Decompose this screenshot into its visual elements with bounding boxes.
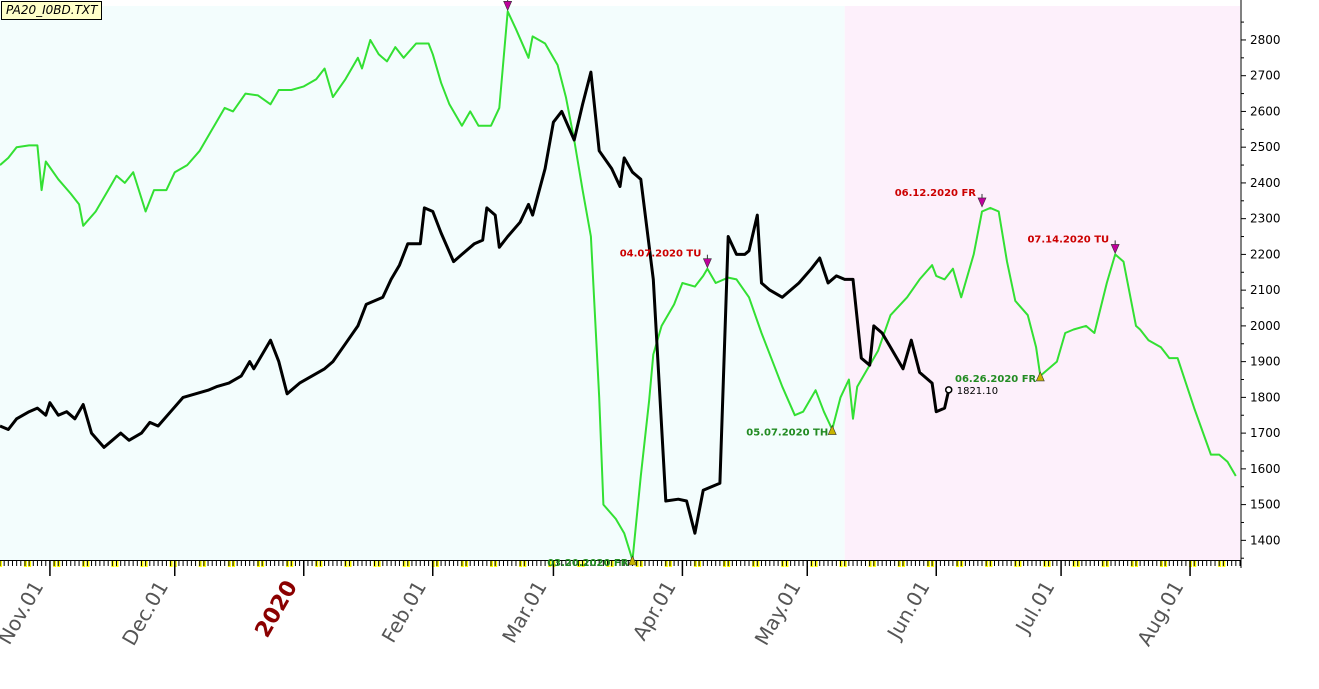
x-tick-label: Apr.01 <box>628 577 681 645</box>
high-label: 07.14.2020 TU <box>1027 234 1109 245</box>
low-marker-icon <box>1035 371 1045 382</box>
y-tick-label: 2100 <box>1250 283 1281 297</box>
high-label: 04.07.2020 TU <box>620 249 702 260</box>
x-tick-label: Aug.01 <box>1132 577 1188 650</box>
x-tick-label: Nov.01 <box>0 577 48 649</box>
y-tick-label: 2700 <box>1250 69 1281 83</box>
annotations-layer: 1821.10 02.19.2020 WD 03.20.2020 FR 04.07.2… <box>416 0 1120 569</box>
region-forecast <box>844 6 1240 560</box>
y-axis: 1400 1500 1600 1700 1800 1900 2000 2100 2200 2300… <box>1240 0 1281 568</box>
y-tick-label: 2000 <box>1250 319 1281 333</box>
y-tick-label: 2400 <box>1250 176 1281 190</box>
y-tick-label: 1400 <box>1250 533 1281 547</box>
last-value-label: 1821.10 <box>957 386 998 397</box>
y-tick-label: 2200 <box>1250 247 1281 261</box>
low-label: 05.07.2020 TH <box>746 428 828 439</box>
x-weekend-tick <box>0 561 2 567</box>
x-tick-label: May.01 <box>750 577 806 650</box>
y-tick-label: 2800 <box>1250 33 1281 47</box>
x-tick-label: 2020 <box>251 577 303 643</box>
x-tick-label: Mar.01 <box>497 577 552 648</box>
y-tick-label: 2300 <box>1250 212 1281 226</box>
chart-background <box>0 6 1240 560</box>
x-tick-label: Dec.01 <box>117 577 173 650</box>
y-tick-label: 2600 <box>1250 104 1281 118</box>
y-tick-label: 2500 <box>1250 140 1281 154</box>
low-marker-icon <box>827 424 837 435</box>
series-layer <box>0 10 1237 561</box>
file-title: PA20_I0BD.TXT <box>1 1 103 20</box>
x-tick-label: Feb.01 <box>377 577 431 647</box>
y-tick-label: 1800 <box>1250 390 1281 404</box>
x-axis: Nov.01 Dec.01 2020 Feb.01 Mar.01 Apr.01 May.01… <box>0 560 1241 650</box>
x-tick-label: Jun.01 <box>881 577 934 645</box>
high-label: 06.12.2020 FR <box>895 188 977 199</box>
series-line-price <box>0 70 951 535</box>
x-tick-label: Jul.01 <box>1010 577 1060 639</box>
low-marker-icon <box>628 555 637 566</box>
y-tick-label: 1900 <box>1250 355 1281 369</box>
y-tick-label: 1700 <box>1250 426 1281 440</box>
region-history <box>0 6 845 560</box>
low-label: 06.26.2020 FR <box>955 374 1037 385</box>
y-tick-label: 1600 <box>1250 462 1281 476</box>
y-tick-label: 1500 <box>1250 498 1281 512</box>
series-line-forecast <box>0 10 1237 561</box>
low-label: 03.20.2020 FR <box>547 558 629 569</box>
last-value-marker <box>944 386 953 394</box>
high-label: 02.19.2020 WD <box>416 0 502 2</box>
